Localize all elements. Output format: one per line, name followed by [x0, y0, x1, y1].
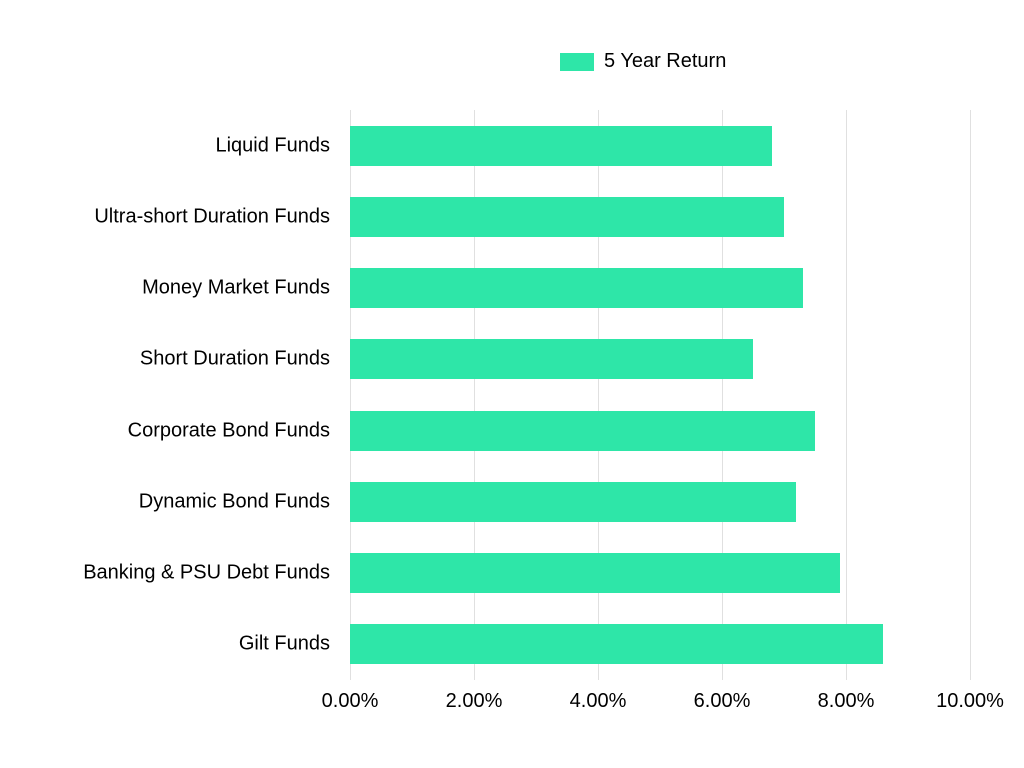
chart-container: 5 Year Return Liquid Funds Ultra-short Du… — [40, 50, 980, 730]
bar — [350, 553, 840, 593]
legend-swatch — [560, 53, 594, 71]
y-category-label: Money Market Funds — [40, 277, 330, 300]
y-axis-labels: Liquid Funds Ultra-short Duration Funds Mo… — [40, 110, 340, 680]
y-category-label: Liquid Funds — [40, 134, 330, 157]
x-tick-label: 2.00% — [446, 690, 503, 713]
chart-legend: 5 Year Return — [560, 50, 726, 73]
gridline — [970, 110, 971, 680]
bar — [350, 268, 803, 308]
y-category-label: Corporate Bond Funds — [40, 419, 330, 442]
y-category-label: Ultra-short Duration Funds — [40, 205, 330, 228]
bar — [350, 126, 772, 166]
bar — [350, 624, 883, 664]
y-category-label: Short Duration Funds — [40, 348, 330, 371]
plot-area — [350, 110, 970, 680]
x-tick-label: 6.00% — [694, 690, 751, 713]
y-category-label: Gilt Funds — [40, 633, 330, 656]
x-tick-label: 8.00% — [818, 690, 875, 713]
legend-label: 5 Year Return — [604, 50, 726, 73]
y-category-label: Banking & PSU Debt Funds — [40, 562, 330, 585]
y-category-label: Dynamic Bond Funds — [40, 490, 330, 513]
bar — [350, 197, 784, 237]
bar — [350, 339, 753, 379]
x-tick-label: 0.00% — [322, 690, 379, 713]
x-tick-label: 10.00% — [936, 690, 1004, 713]
bar — [350, 482, 796, 522]
bars-group — [350, 110, 970, 680]
x-tick-label: 4.00% — [570, 690, 627, 713]
bar — [350, 411, 815, 451]
